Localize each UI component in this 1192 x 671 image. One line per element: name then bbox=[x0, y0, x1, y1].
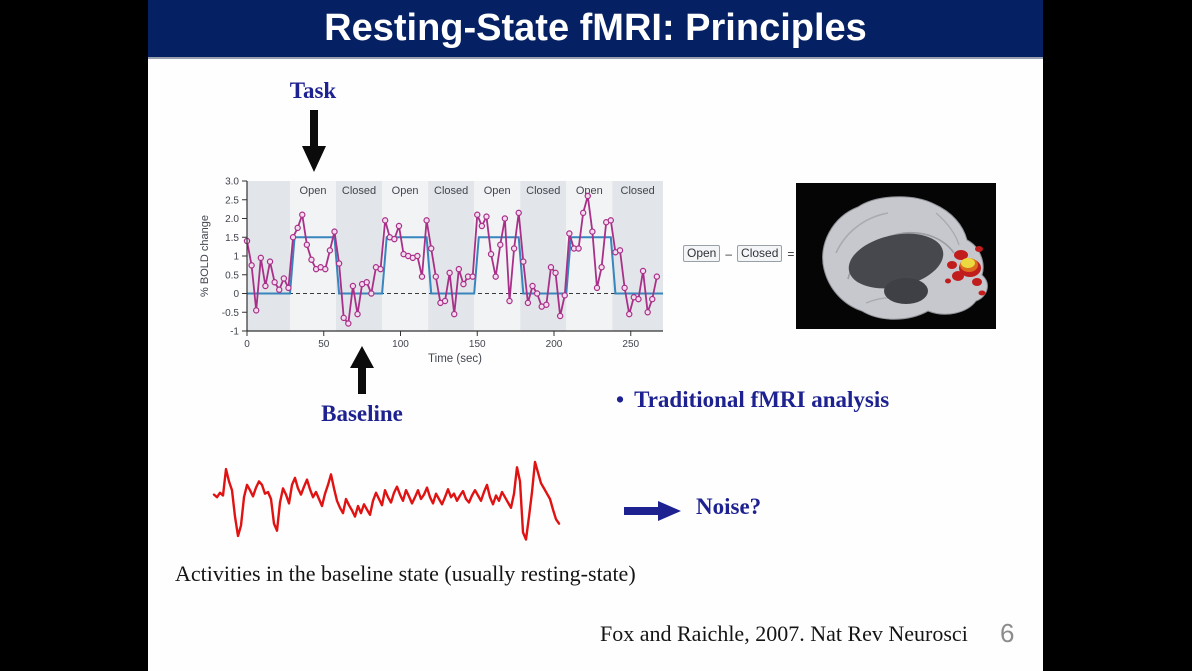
activation-cluster bbox=[945, 246, 986, 296]
svg-text:0: 0 bbox=[244, 339, 250, 350]
svg-text:2.0: 2.0 bbox=[225, 214, 239, 225]
svg-text:50: 50 bbox=[318, 339, 330, 350]
slide-title: Resting-State fMRI: Principles bbox=[324, 7, 867, 49]
open-condition-box: Open bbox=[683, 245, 721, 262]
task-arrow-icon bbox=[302, 110, 326, 172]
task-label: Task bbox=[289, 78, 337, 103]
contrast-equation: Open – Closed = bbox=[683, 245, 794, 262]
closed-condition-box: Closed bbox=[737, 245, 783, 262]
svg-text:200: 200 bbox=[546, 339, 563, 350]
svg-text:Open: Open bbox=[484, 185, 511, 197]
left-letterbox bbox=[0, 0, 148, 671]
baseline-arrow-icon bbox=[350, 346, 374, 394]
citation: Fox and Raichle, 2007. Nat Rev Neurosci bbox=[600, 621, 968, 646]
svg-text:Closed: Closed bbox=[621, 185, 655, 197]
noise-arrow-icon bbox=[624, 501, 681, 521]
svg-text:250: 250 bbox=[622, 339, 639, 350]
brain-activation-image bbox=[796, 183, 996, 329]
baseline-label: Baseline bbox=[321, 401, 403, 426]
noise-label: Noise? bbox=[696, 494, 762, 519]
svg-text:Closed: Closed bbox=[342, 185, 376, 197]
y-axis-label: % BOLD change bbox=[199, 215, 211, 297]
slide: Resting-State fMRI: Principles Task Open… bbox=[148, 0, 1043, 671]
svg-text:Open: Open bbox=[300, 185, 327, 197]
svg-text:3.0: 3.0 bbox=[225, 177, 239, 188]
page-number: 6 bbox=[1000, 618, 1015, 648]
svg-text:-1: -1 bbox=[230, 327, 239, 338]
svg-text:Open: Open bbox=[392, 185, 419, 197]
svg-text:-0.5: -0.5 bbox=[222, 308, 240, 319]
bullet-dot: • bbox=[616, 387, 625, 412]
title-bar: Resting-State fMRI: Principles bbox=[148, 0, 1043, 59]
svg-text:0: 0 bbox=[233, 289, 239, 300]
svg-text:1.5: 1.5 bbox=[225, 233, 239, 244]
svg-text:Closed: Closed bbox=[526, 185, 560, 197]
right-letterbox bbox=[1043, 0, 1192, 671]
equals-sign: = bbox=[787, 246, 795, 261]
traditional-analysis-bullet: • Traditional fMRI analysis bbox=[616, 387, 889, 413]
svg-text:0.5: 0.5 bbox=[225, 270, 239, 281]
svg-text:100: 100 bbox=[392, 339, 409, 350]
traditional-analysis-text: Traditional fMRI analysis bbox=[634, 387, 890, 412]
baseline-caption: Activities in the baseline state (usuall… bbox=[175, 561, 636, 586]
minus-sign: – bbox=[725, 246, 733, 261]
resting-activity-trace bbox=[212, 460, 561, 541]
svg-text:Closed: Closed bbox=[434, 185, 468, 197]
bold-signal-chart: Open Closed Open Closed Open Closed Open Closed… bbox=[199, 177, 663, 365]
x-axis-label: Time (sec) bbox=[428, 353, 482, 365]
svg-text:Open: Open bbox=[576, 185, 603, 197]
svg-text:2.5: 2.5 bbox=[225, 195, 239, 206]
svg-text:1: 1 bbox=[233, 252, 239, 263]
svg-text:150: 150 bbox=[469, 339, 486, 350]
